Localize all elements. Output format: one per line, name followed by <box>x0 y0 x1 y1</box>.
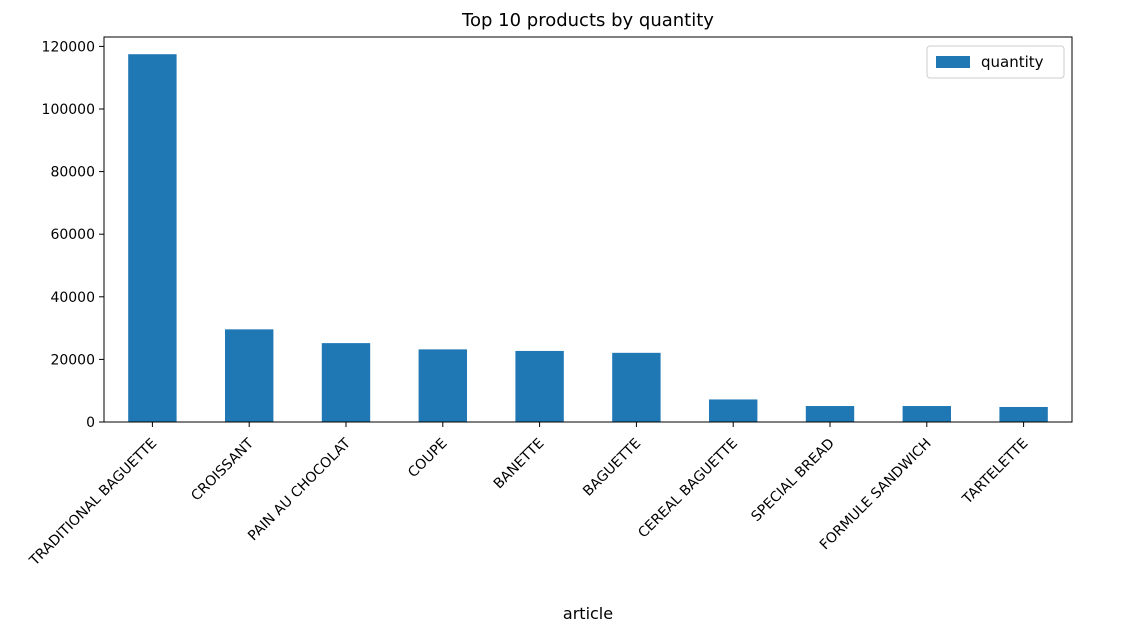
x-tick-label-3: COUPE <box>405 436 450 481</box>
x-tick-label-5: BAGUETTE <box>580 436 644 500</box>
x-tick-label-4: BANETTE <box>491 436 548 493</box>
legend: quantity <box>926 45 1065 79</box>
y-tick-label-3: 60000 <box>50 227 95 243</box>
plot-frame <box>103 36 1073 423</box>
legend-label-quantity: quantity <box>981 53 1044 71</box>
plot-area: 0 20000 40000 60000 80000 100000 120000 TRADITI… <box>26 36 1073 570</box>
legend-box <box>926 45 1065 79</box>
bar-3 <box>418 349 467 422</box>
y-tick-label-1: 20000 <box>50 352 95 368</box>
bar-4 <box>515 350 564 422</box>
x-tick-label-1: CROISSANT <box>188 435 257 504</box>
x-tick-label-8: FORMULE SANDWICH <box>817 436 935 554</box>
y-tick-label-5: 100000 <box>42 102 95 118</box>
x-tick-label-6: CEREAL BAGUETTE <box>635 436 741 542</box>
x-axis-label: article <box>563 604 613 623</box>
bar-7 <box>805 406 855 422</box>
bar-8 <box>902 406 951 422</box>
legend-swatch-quantity <box>936 56 970 68</box>
y-tick-label-4: 80000 <box>50 165 95 181</box>
bar-5 <box>612 352 661 422</box>
bar-6 <box>709 399 758 422</box>
y-tick-label-6: 120000 <box>42 39 95 55</box>
bar-0 <box>128 54 177 422</box>
x-tick-label-2: PAIN AU CHOCOLAT <box>245 435 354 544</box>
x-tick-label-7: SPECIAL BREAD <box>748 436 837 525</box>
bar-9 <box>999 406 1048 422</box>
y-tick-label-0: 0 <box>86 415 95 431</box>
chart-title: Top 10 products by quantity <box>461 10 714 31</box>
bar-2 <box>321 343 371 422</box>
x-tick-label-0: TRADITIONAL BAGUETTE <box>26 436 160 570</box>
y-tick-label-2: 40000 <box>50 290 95 306</box>
x-tick-label-9: TARTELETTE <box>959 436 1031 508</box>
bar-1 <box>225 329 274 422</box>
